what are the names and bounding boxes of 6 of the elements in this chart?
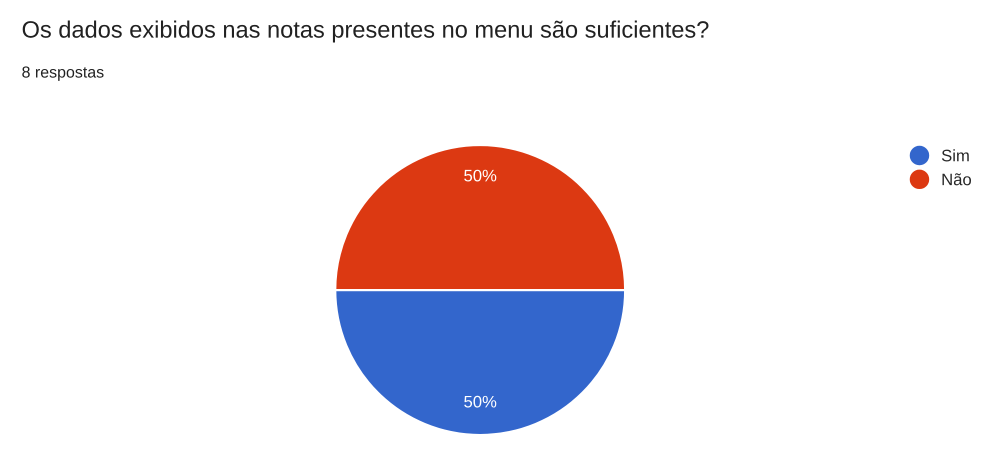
data-label: 50%: [464, 396, 496, 408]
legend-label: Sim: [942, 149, 969, 162]
data-label: 50%: [464, 170, 496, 182]
chart-title: Os dados exibidos nas notas presentes no menu são suficientes?: [22, 20, 708, 42]
text: 8 respostas: [22, 66, 104, 81]
legend-label: Não: [942, 173, 972, 186]
